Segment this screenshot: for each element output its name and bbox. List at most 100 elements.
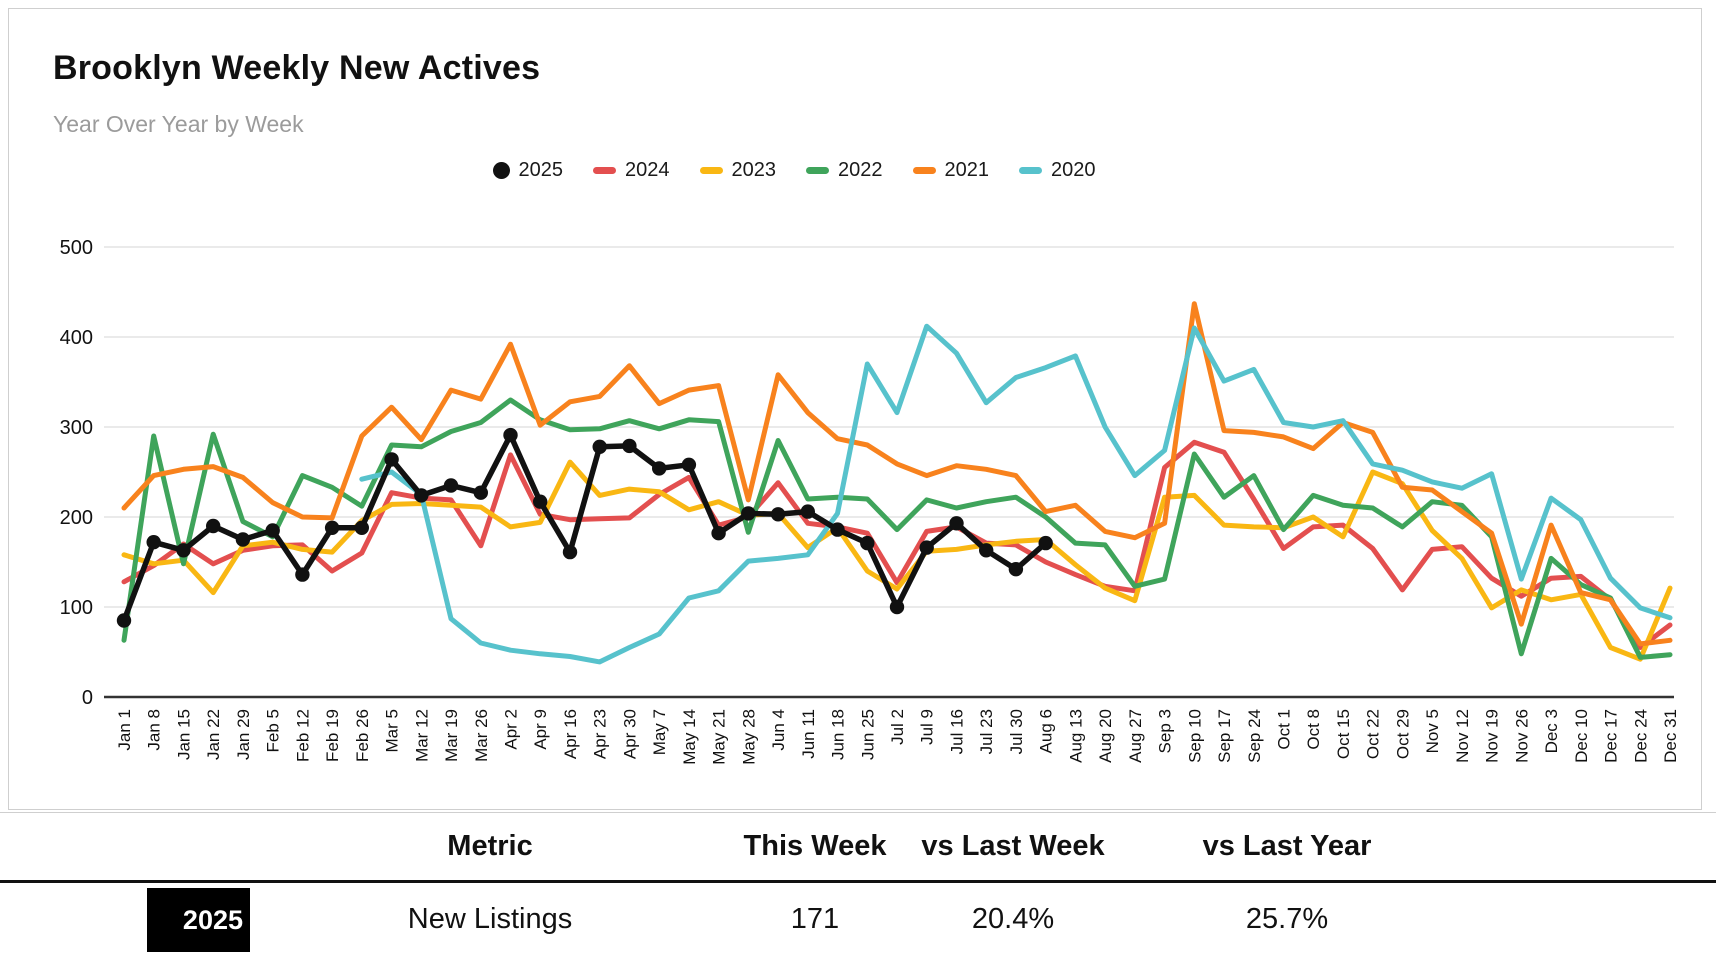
x-tick-label: Dec 3: [1542, 709, 1561, 753]
x-tick-label: Jun 11: [799, 709, 818, 759]
series-line-2025: [121, 432, 1049, 624]
x-tick-label: Jul 23: [977, 709, 996, 754]
data-point: [384, 452, 399, 467]
header-vs-last-week: vs Last Week: [921, 830, 1105, 862]
data-point: [295, 567, 310, 582]
x-tick-label: Dec 31: [1661, 709, 1680, 763]
data-point: [533, 494, 548, 509]
y-axis-tick-labels: 0 100 200 300 400 500: [60, 237, 93, 709]
chart-card: Brooklyn Weekly New Actives Year Over Ye…: [8, 8, 1702, 810]
x-tick-label: Oct 1: [1275, 709, 1294, 750]
summary-table: Metric This Week vs Last Week vs Last Ye…: [0, 812, 1716, 956]
y-tick-label: 500: [60, 237, 93, 259]
table-divider: [0, 880, 1716, 883]
x-tick-label: Jul 9: [918, 709, 937, 745]
legend-label: 2024: [625, 159, 670, 181]
header-metric: Metric: [447, 830, 533, 862]
data-point: [265, 523, 280, 538]
x-tick-label: Nov 5: [1423, 709, 1442, 753]
legend-item-2021[interactable]: 2021: [912, 159, 989, 182]
x-tick-label: Nov 12: [1453, 709, 1472, 763]
data-point: [741, 506, 756, 521]
series-line-2021: [121, 301, 1673, 647]
x-tick-label: Mar 12: [412, 709, 431, 762]
data-point: [235, 532, 251, 547]
header-this-week: This Week: [743, 830, 887, 862]
chart-title: Brooklyn Weekly New Actives: [53, 49, 541, 87]
data-point: [800, 504, 815, 519]
legend-swatch-2023: [699, 167, 723, 174]
data-point: [146, 535, 161, 550]
chart-legend: 2025 2024 2023 2022 2021 2020: [9, 159, 1579, 182]
cell-vs-last-week: 20.4%: [971, 903, 1055, 935]
legend-label: 2022: [838, 159, 883, 181]
data-point: [354, 520, 369, 535]
chart-subtitle: Year Over Year by Week: [53, 111, 304, 137]
x-tick-label: Oct 8: [1304, 709, 1323, 750]
x-tick-label: Sep 10: [1185, 709, 1204, 763]
legend-item-2022[interactable]: 2022: [806, 159, 883, 182]
x-tick-label: Jun 4: [769, 709, 788, 751]
legend-swatch-2025: [492, 162, 510, 179]
x-tick-label: Aug 13: [1066, 709, 1085, 763]
x-tick-label: May 14: [680, 709, 699, 765]
x-tick-label: Jan 22: [204, 709, 223, 760]
x-tick-label: Mar 19: [442, 709, 461, 762]
data-point: [949, 516, 964, 531]
legend-item-2024[interactable]: 2024: [593, 159, 670, 182]
x-tick-label: Apr 9: [531, 709, 550, 750]
data-point: [116, 613, 132, 628]
data-point: [443, 478, 459, 493]
x-tick-label: Jun 18: [829, 709, 848, 760]
series-line-2022: [121, 397, 1673, 660]
data-point: [889, 599, 905, 615]
x-tick-label: Jan 15: [174, 709, 193, 760]
x-tick-label: Mar 5: [383, 709, 402, 752]
x-tick-label: Nov 19: [1483, 709, 1502, 763]
x-tick-label: Aug 20: [1096, 709, 1115, 763]
x-tick-label: Feb 19: [323, 709, 342, 762]
x-tick-label: Jul 16: [947, 709, 966, 754]
year-badge: 2025: [147, 887, 250, 952]
x-tick-label: Oct 15: [1334, 709, 1353, 759]
data-point: [324, 520, 340, 535]
y-tick-label: 400: [60, 327, 93, 349]
data-point: [979, 543, 994, 558]
x-tick-label: Sep 17: [1215, 709, 1234, 763]
legend-item-2025[interactable]: 2025: [492, 159, 563, 182]
legend-swatch-2020: [1019, 167, 1042, 174]
data-point: [206, 518, 221, 534]
y-tick-label: 300: [60, 417, 93, 439]
x-tick-label: Apr 16: [561, 709, 580, 759]
x-tick-label: Jun 25: [858, 709, 877, 760]
x-tick-label: Jan 1: [115, 709, 134, 751]
x-tick-label: May 28: [739, 709, 758, 765]
x-tick-label: Dec 10: [1572, 709, 1591, 763]
legend-item-2023[interactable]: 2023: [699, 159, 776, 182]
y-tick-label: 200: [60, 507, 93, 529]
x-tick-label: May 7: [650, 709, 669, 755]
series-points-2025: [116, 427, 1053, 628]
series-line-2024: [121, 439, 1673, 650]
data-point: [176, 543, 191, 558]
x-tick-label: Jul 2: [888, 709, 907, 745]
legend-swatch-2022: [806, 167, 829, 174]
x-tick-label: Mar 26: [472, 709, 491, 762]
x-tick-label: Aug 27: [1126, 709, 1145, 763]
data-point: [622, 438, 637, 454]
cell-metric: New Listings: [407, 903, 573, 935]
x-axis-tick-labels: Jan 1 Jan 8 Jan 15 Jan 22 Jan 29 Feb 5 Feb 12 F…: [115, 709, 1680, 765]
table-row: 2025 New Listings 171 20.4% 25.7%: [0, 883, 1716, 956]
x-tick-label: Jan 8: [145, 709, 164, 751]
x-tick-label: Aug 6: [1037, 709, 1056, 753]
summary-table-header-row: Metric This Week vs Last Week vs Last Ye…: [0, 813, 1716, 880]
data-point: [860, 535, 875, 551]
x-tick-label: Jan 29: [234, 709, 253, 760]
x-tick-label: Apr 30: [620, 709, 639, 759]
legend-item-2020[interactable]: 2020: [1019, 159, 1096, 182]
legend-swatch-2024: [593, 167, 616, 174]
header-vs-last-year: vs Last Year: [1202, 830, 1372, 862]
y-tick-label: 0: [82, 687, 93, 709]
series-line-2023: [121, 459, 1673, 662]
